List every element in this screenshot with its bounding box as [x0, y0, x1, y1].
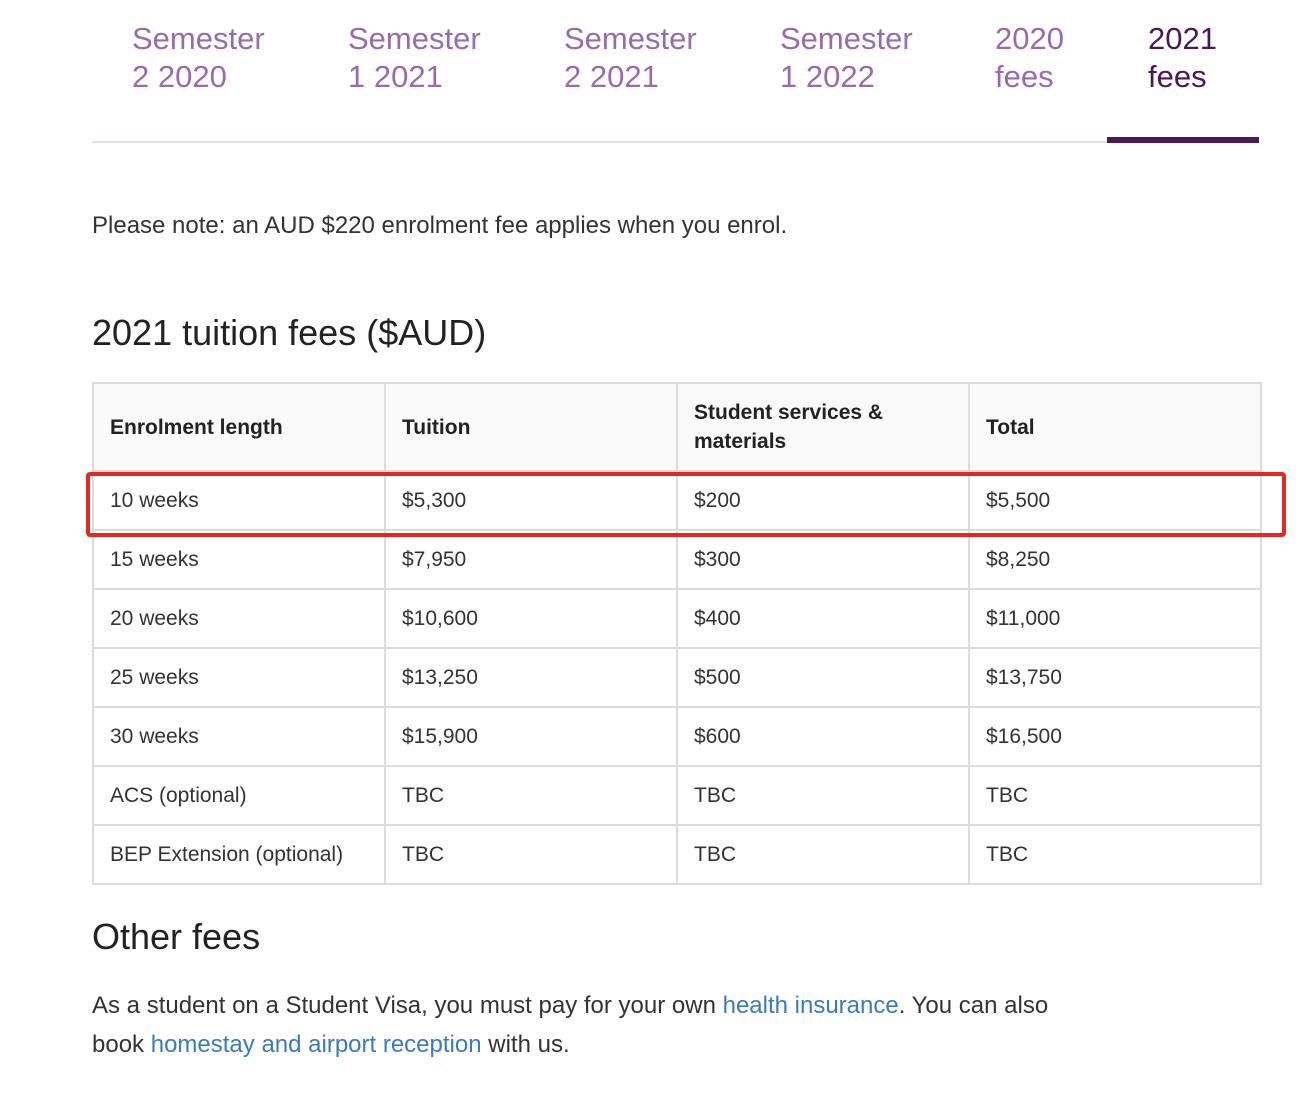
column-header-tuition: Tuition	[384, 382, 678, 472]
column-header-total: Total	[968, 382, 1262, 472]
total-cell: $13,750	[968, 647, 1262, 708]
other-fees-text: . You can also book	[92, 992, 1049, 1058]
table-row: ACS (optional) TBC TBC TBC	[92, 765, 1262, 826]
tab-label-line1: Semester	[348, 21, 481, 56]
enrolment-length-cell: 20 weeks	[92, 588, 386, 649]
tuition-cell: $15,900	[384, 706, 678, 767]
total-cell: TBC	[968, 765, 1262, 826]
other-fees-paragraph: As a student on a Student Visa, you must…	[92, 986, 1102, 1064]
other-fees-heading: Other fees	[92, 916, 261, 957]
table-row: BEP Extension (optional) TBC TBC TBC	[92, 824, 1262, 885]
enrolment-length-cell: 15 weeks	[92, 529, 386, 590]
enrolment-length-cell: BEP Extension (optional)	[92, 824, 386, 885]
tab-label-line2: fees	[995, 59, 1054, 94]
tuition-cell: $5,300	[384, 470, 678, 531]
other-fees-text: with us.	[481, 1031, 570, 1058]
tab-semester-2-2021[interactable]: Semester 2 2021	[564, 20, 697, 96]
fees-tabs: Semester 2 2020 Semester 1 2021 Semester…	[92, 0, 1259, 143]
total-cell: $11,000	[968, 588, 1262, 649]
table-row: 30 weeks $15,900 $600 $16,500	[92, 706, 1262, 767]
total-cell: TBC	[968, 824, 1262, 885]
services-cell: TBC	[676, 765, 970, 826]
tab-label-line2: 1 2022	[780, 59, 875, 94]
enrolment-length-cell: ACS (optional)	[92, 765, 386, 826]
services-cell: $600	[676, 706, 970, 767]
tuition-cell: $10,600	[384, 588, 678, 649]
services-cell: $500	[676, 647, 970, 708]
tab-2020-fees[interactable]: 2020 fees	[995, 20, 1064, 96]
table-row: 15 weeks $7,950 $300 $8,250	[92, 529, 1262, 590]
table-row: 10 weeks $5,300 $200 $5,500	[92, 470, 1262, 531]
total-cell: $5,500	[968, 470, 1262, 531]
tab-label-line1: 2020	[995, 21, 1064, 56]
tab-label-line1: Semester	[564, 21, 697, 56]
services-cell: $300	[676, 529, 970, 590]
enrolment-length-cell: 30 weeks	[92, 706, 386, 767]
tab-semester-2-2020[interactable]: Semester 2 2020	[132, 20, 265, 96]
table-header-row: Enrolment length Tuition Student service…	[92, 382, 1262, 472]
tab-semester-1-2021[interactable]: Semester 1 2021	[348, 20, 481, 96]
tuition-fees-heading: 2021 tuition fees ($AUD)	[92, 312, 487, 353]
table-row: 25 weeks $13,250 $500 $13,750	[92, 647, 1262, 708]
services-cell: $200	[676, 470, 970, 531]
tab-label-line1: 2021	[1148, 21, 1217, 56]
tuition-cell: TBC	[384, 824, 678, 885]
enrolment-fee-note: Please note: an AUD $220 enrolment fee a…	[92, 212, 788, 239]
table-row: 20 weeks $10,600 $400 $11,000	[92, 588, 1262, 649]
tuition-cell: TBC	[384, 765, 678, 826]
tuition-cell: $13,250	[384, 647, 678, 708]
enrolment-length-cell: 25 weeks	[92, 647, 386, 708]
homestay-airport-link[interactable]: homestay and airport reception	[150, 1031, 482, 1058]
services-cell: $400	[676, 588, 970, 649]
tab-label-line2: fees	[1148, 59, 1207, 94]
enrolment-length-cell: 10 weeks	[92, 470, 386, 531]
active-tab-indicator	[1107, 137, 1259, 143]
tab-label-line2: 2 2021	[564, 59, 659, 94]
tab-2021-fees[interactable]: 2021 fees	[1148, 20, 1217, 96]
tuition-cell: $7,950	[384, 529, 678, 590]
tab-semester-1-2022[interactable]: Semester 1 2022	[780, 20, 913, 96]
column-header-enrolment-length: Enrolment length	[92, 382, 386, 472]
other-fees-text: As a student on a Student Visa, you must…	[92, 992, 723, 1019]
total-cell: $16,500	[968, 706, 1262, 767]
tab-label-line1: Semester	[780, 21, 913, 56]
tab-label-line2: 2 2020	[132, 59, 227, 94]
tuition-fees-table: Enrolment length Tuition Student service…	[92, 382, 1262, 885]
tab-label-line2: 1 2021	[348, 59, 443, 94]
tab-label-line1: Semester	[132, 21, 265, 56]
services-cell: TBC	[676, 824, 970, 885]
column-header-student-services: Student services & materials	[676, 382, 970, 472]
health-insurance-link[interactable]: health insurance	[722, 992, 899, 1019]
total-cell: $8,250	[968, 529, 1262, 590]
